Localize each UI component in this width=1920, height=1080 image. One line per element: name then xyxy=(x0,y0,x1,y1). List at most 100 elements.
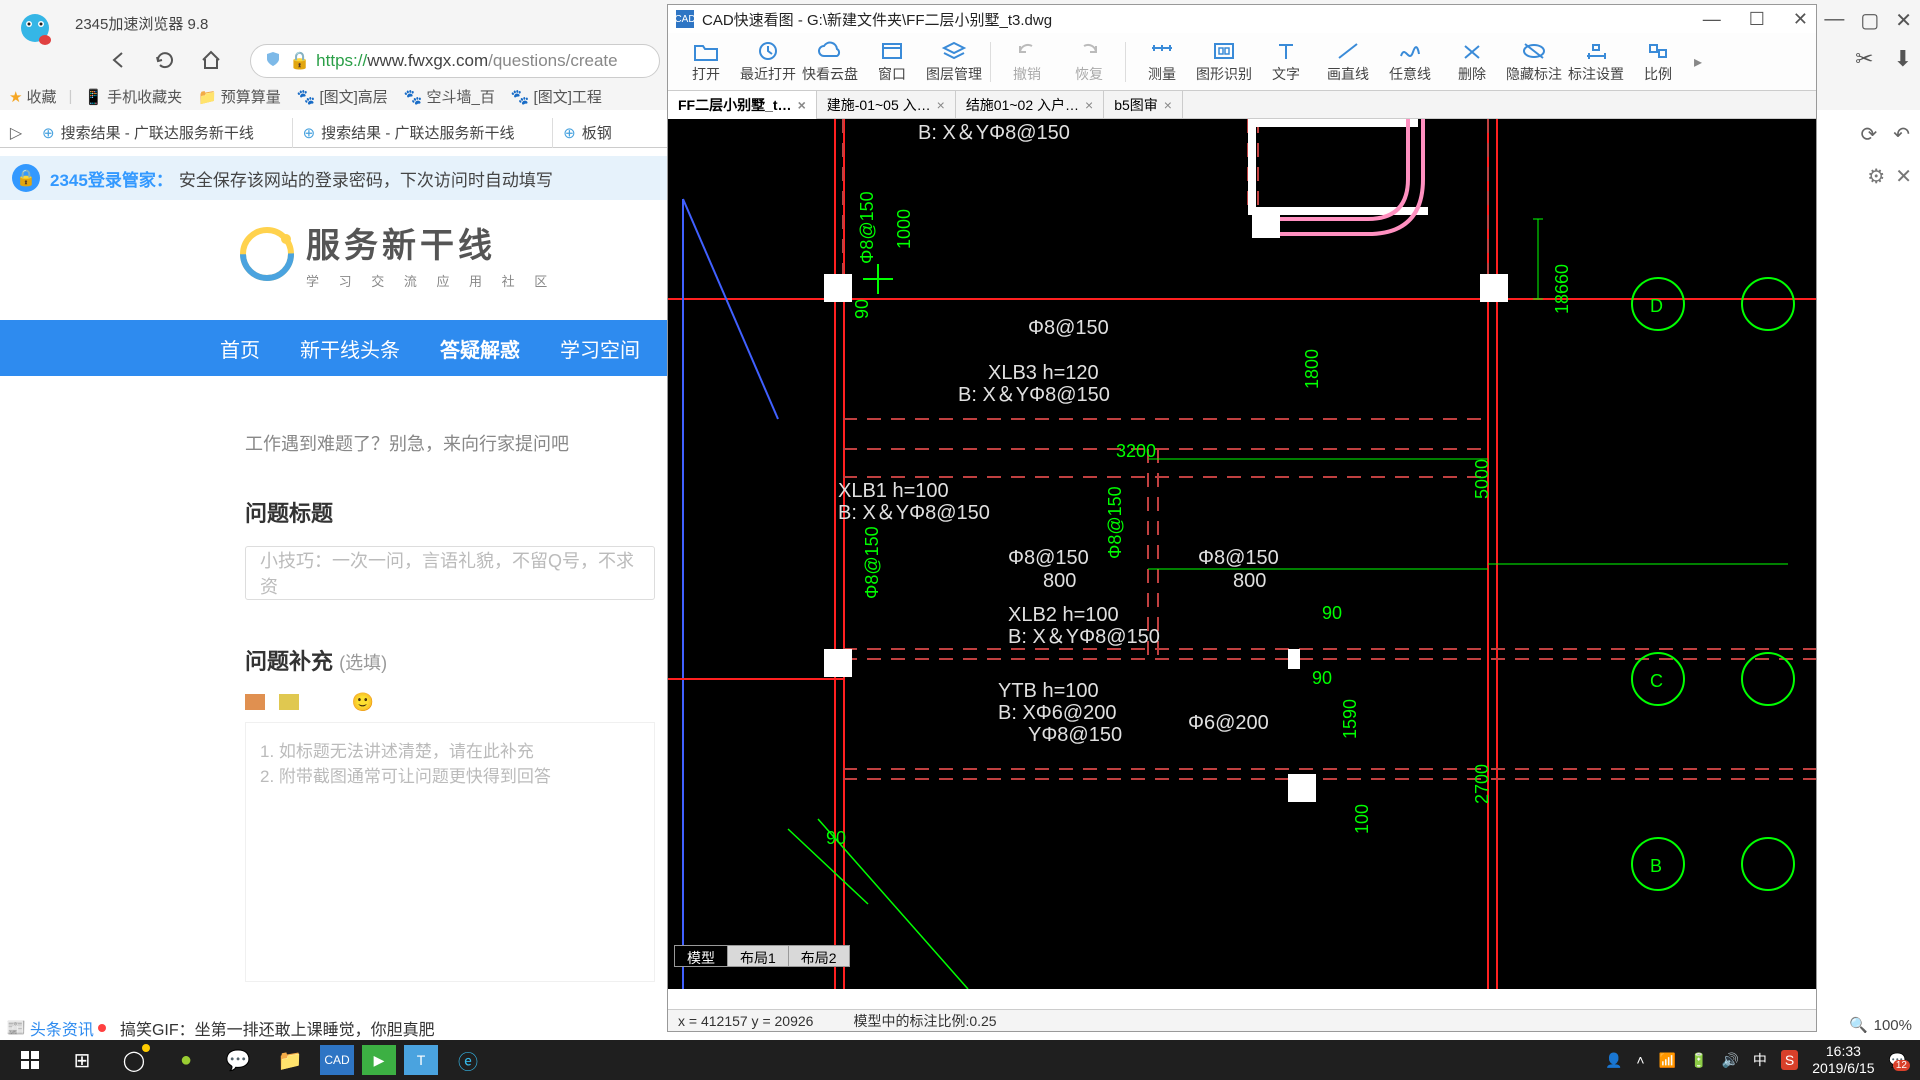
tool-scale[interactable]: 比例 xyxy=(1628,40,1688,84)
cad-statusbar: x = 412157 y = 20926 模型中的标注比例:0.25 xyxy=(668,1009,1816,1031)
news-text[interactable]: 搞笑GIF：坐第一排还敢上课睡觉，你胆真肥 xyxy=(120,1016,435,1040)
tool-line[interactable]: 画直线 xyxy=(1318,40,1378,84)
bookmark-item[interactable]: 🐾[图文]高层 xyxy=(293,84,392,109)
browser-logo xyxy=(15,10,55,50)
download-icon[interactable]: ⬇ xyxy=(1894,46,1912,72)
cad-tab[interactable]: 建施-01~05 入…× xyxy=(817,91,956,119)
restore-icon[interactable]: ⟳ xyxy=(1860,122,1877,147)
minimize-button[interactable]: — xyxy=(1824,8,1844,33)
nav-item[interactable]: 新干线头条 xyxy=(300,334,400,363)
undo-icon[interactable]: ↶ xyxy=(1893,122,1910,147)
cad-canvas[interactable]: B: X＆YΦ8@150Φ8@150XLB3 h=120B: X＆YΦ8@150… xyxy=(668,119,1816,989)
tool-hide[interactable]: 隐藏标注 xyxy=(1504,40,1564,84)
bookmark-item[interactable]: 📁预算算量 xyxy=(194,84,285,109)
close-icon[interactable]: × xyxy=(1164,97,1172,113)
wechat-icon[interactable]: 💬 xyxy=(216,1040,260,1080)
taskbar-clock[interactable]: 16:332019/6/15 xyxy=(1812,1043,1874,1077)
close-icon[interactable]: × xyxy=(1085,97,1093,113)
tool-measure[interactable]: 测量 xyxy=(1132,40,1192,84)
cad-tab[interactable]: FF二层小别墅_t…× xyxy=(668,91,817,119)
battery-icon[interactable]: 🔋 xyxy=(1690,1052,1707,1069)
address-bar[interactable]: 🔒 https://www.fwxgx.com/questions/create xyxy=(250,44,660,78)
minimize-button[interactable]: — xyxy=(1703,9,1721,30)
home-button[interactable] xyxy=(197,46,225,74)
svg-text:B: X＆YΦ8@150: B: X＆YΦ8@150 xyxy=(918,122,1070,144)
iqiyi-icon[interactable]: ▶ xyxy=(362,1045,396,1075)
layout-tab[interactable]: 布局1 xyxy=(727,945,789,967)
reload-button[interactable] xyxy=(151,46,179,74)
tool-window[interactable]: 窗口 xyxy=(862,40,922,84)
close-icon[interactable]: × xyxy=(798,97,806,113)
tool-freeline[interactable]: 任意线 xyxy=(1380,40,1440,84)
bookmark-item[interactable]: 🐾空斗墙_百 xyxy=(400,84,499,109)
cad-file-tabs: FF二层小别墅_t…× 建施-01~05 入…× 结施01~02 入户…× b5… xyxy=(668,91,1816,119)
tim-icon[interactable]: T xyxy=(404,1045,438,1075)
taskbar: ⊞ ◯ ● 💬 📁 CAD ▶ T ⓔ 👤 ˄ 📶 🔋 🔊 中 S 16:332… xyxy=(0,1040,1920,1080)
people-icon[interactable]: 👤 xyxy=(1605,1052,1622,1069)
browser-tab[interactable]: ⊕板钢 xyxy=(553,118,670,148)
tool-open[interactable]: 打开 xyxy=(676,40,736,84)
ime-icon[interactable]: S xyxy=(1781,1050,1798,1070)
tool-cloud[interactable]: 快看云盘 xyxy=(800,40,860,84)
nav-item-active[interactable]: 答疑解惑 xyxy=(440,334,520,363)
bookmarks-button[interactable]: ★收藏 xyxy=(5,84,60,109)
cad-titlebar[interactable]: CAD CAD快速看图 - G:\新建文件夹\FF二层小别墅_t3.dwg — … xyxy=(668,5,1816,33)
tool-redo[interactable]: 恢复 xyxy=(1059,40,1119,84)
volume-icon[interactable]: 🔊 xyxy=(1721,1052,1738,1069)
image2-icon[interactable] xyxy=(279,694,299,710)
tool-recognize[interactable]: 图形识别 xyxy=(1194,40,1254,84)
bookmark-item[interactable]: 📱手机收藏夹 xyxy=(80,84,186,109)
svg-text:XLB1 h=100: XLB1 h=100 xyxy=(838,480,949,502)
tool-text[interactable]: 文字 xyxy=(1256,40,1316,84)
cortana-icon[interactable]: ◯ xyxy=(112,1040,156,1080)
cad-tab[interactable]: 结施01~02 入户…× xyxy=(956,91,1104,119)
tool-undo[interactable]: 撤销 xyxy=(997,40,1057,84)
notifications-icon[interactable]: 💬12 xyxy=(1889,1052,1906,1069)
emoji-icon[interactable]: 🙂 xyxy=(351,692,375,712)
tool-delete[interactable]: 删除 xyxy=(1442,40,1502,84)
gear-icon[interactable]: ⚙ xyxy=(1867,164,1885,189)
back-button[interactable] xyxy=(105,46,133,74)
logo-icon xyxy=(240,227,294,281)
close-button[interactable]: ✕ xyxy=(1895,8,1912,33)
nav-item[interactable]: 学习空间 xyxy=(560,334,640,363)
layout-tab[interactable]: 布局2 xyxy=(788,945,850,967)
start-button[interactable] xyxy=(8,1040,52,1080)
maximize-button[interactable]: ▢ xyxy=(1860,8,1879,33)
browser-tab[interactable]: ⊕搜索结果 - 广联达服务新干线 xyxy=(32,118,293,148)
tool-recent[interactable]: 最近打开 xyxy=(738,40,798,84)
app-icon[interactable]: ● xyxy=(164,1040,208,1080)
svg-text:800: 800 xyxy=(1233,570,1266,592)
taskview-icon[interactable]: ⊞ xyxy=(60,1040,104,1080)
image1-icon[interactable] xyxy=(245,694,265,710)
lock-icon: 🔒 xyxy=(289,51,310,71)
tab-scroll-icon[interactable]: ▷ xyxy=(0,123,32,143)
explorer-icon[interactable]: 📁 xyxy=(268,1040,312,1080)
news-tag[interactable]: 📰头条资讯 xyxy=(6,1016,106,1040)
editor-body[interactable]: 1. 如标题无法讲述清楚，请在此补充 2. 附带截图通常可让问题更快得到回答 xyxy=(245,722,655,982)
nav-item[interactable]: 首页 xyxy=(220,334,260,363)
close-button[interactable]: ✕ xyxy=(1793,9,1808,30)
ime-zh-icon[interactable]: 中 xyxy=(1753,1050,1767,1070)
scissors-icon[interactable]: ✂ xyxy=(1855,46,1873,72)
svg-text:800: 800 xyxy=(1043,570,1076,592)
q-title-input[interactable]: 小技巧：一次一问，言语礼貌，不留Q号，不求资 xyxy=(245,546,655,600)
bold-icon[interactable]: B xyxy=(313,692,337,712)
layout-tab[interactable]: 模型 xyxy=(674,945,728,967)
zoom-indicator[interactable]: 🔍 100% xyxy=(1849,1016,1912,1034)
bookmark-item[interactable]: 🐾[图文]工程 xyxy=(507,84,606,109)
cad-tab[interactable]: b5图审× xyxy=(1104,91,1183,119)
close-icon[interactable]: ✕ xyxy=(1895,164,1912,189)
tool-annosetting[interactable]: 标注设置 xyxy=(1566,40,1626,84)
tool-layers[interactable]: 图层管理 xyxy=(924,40,984,84)
browser-taskbar-icon[interactable]: ⓔ xyxy=(446,1040,490,1080)
browser-tab[interactable]: ⊕搜索结果 - 广联达服务新干线 xyxy=(293,118,554,148)
svg-text:90: 90 xyxy=(1322,603,1342,623)
maximize-button[interactable]: ☐ xyxy=(1749,9,1765,30)
cad-taskbar-icon[interactable]: CAD xyxy=(320,1045,354,1075)
tray-up-icon[interactable]: ˄ xyxy=(1636,1052,1644,1068)
svg-text:18660: 18660 xyxy=(1552,264,1572,314)
wifi-icon[interactable]: 📶 xyxy=(1659,1052,1676,1069)
svg-text:D: D xyxy=(1650,296,1663,316)
close-icon[interactable]: × xyxy=(937,97,945,113)
